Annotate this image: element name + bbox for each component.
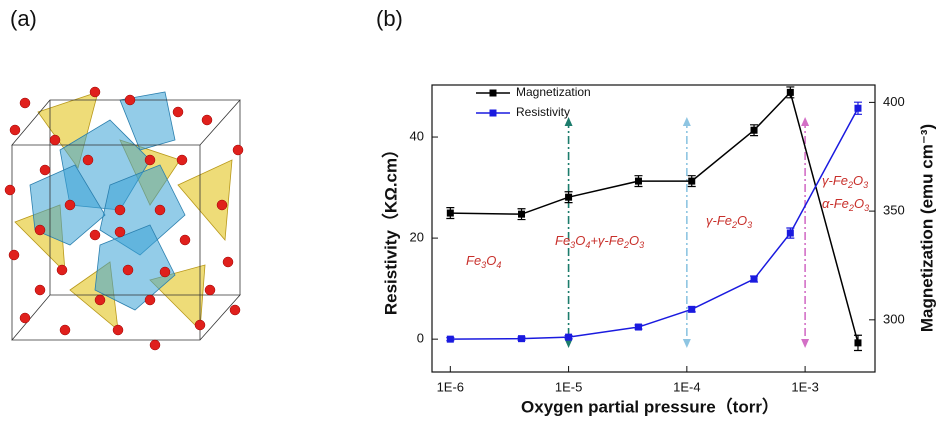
figure: (a) (b) Oxygen partia [0,0,943,423]
legend-marker [490,90,497,97]
panel-label: (b) [376,6,403,31]
data-point [518,211,525,218]
phase-annotation: Fe3O4 [466,253,501,270]
y-tick-label: 0 [417,331,424,346]
data-point [787,230,794,237]
arrow-head [801,117,809,126]
y2-tick-label: 300 [883,311,905,326]
x-tick-label: 1E-6 [437,379,464,394]
data-point [447,210,454,217]
phase-annotation: γ-Fe2O3 [706,213,752,230]
y-axis-title: Resistivity（KΩ.cm） [380,141,400,315]
x-tick-label: 1E-5 [555,379,582,394]
data-point [688,178,695,185]
legend-label: Magnetization [516,85,591,99]
data-point [688,306,695,313]
data-point [635,324,642,331]
y2-tick-label: 400 [883,94,905,109]
plot-frame [432,85,875,372]
data-point [787,89,794,96]
x-axis-title: Oxygen partial pressure（torr） [521,396,779,416]
data-point [565,334,572,341]
series-line [450,108,858,339]
arrow-head [801,339,809,348]
x-tick-label: 1E-4 [673,379,700,394]
y-tick-label: 40 [410,128,424,143]
crystal-structure [5,87,243,350]
data-point [751,276,758,283]
data-point [518,335,525,342]
panel-label: (a) [10,6,37,31]
phase-annotation: γ-Fe2O3 [822,173,868,190]
y-tick-label: 20 [410,230,424,245]
data-point [447,336,454,343]
arrow-head [683,117,691,126]
data-point [854,105,861,112]
phase-annotation: α-Fe2O3 [822,196,869,213]
legend-marker [490,110,497,117]
series-line [450,92,858,342]
x-tick-label: 1E-3 [791,379,818,394]
data-point [565,194,572,201]
data-point [854,339,861,346]
phase-annotation: Fe3O4+γ-Fe2O3 [555,233,644,250]
y2-axis-title: Magnetization (emu cm⁻³) [917,124,936,332]
arrow-head [683,339,691,348]
data-point [751,127,758,134]
legend-label: Resistivity [516,105,570,119]
data-point [635,178,642,185]
y2-tick-label: 350 [883,203,905,218]
